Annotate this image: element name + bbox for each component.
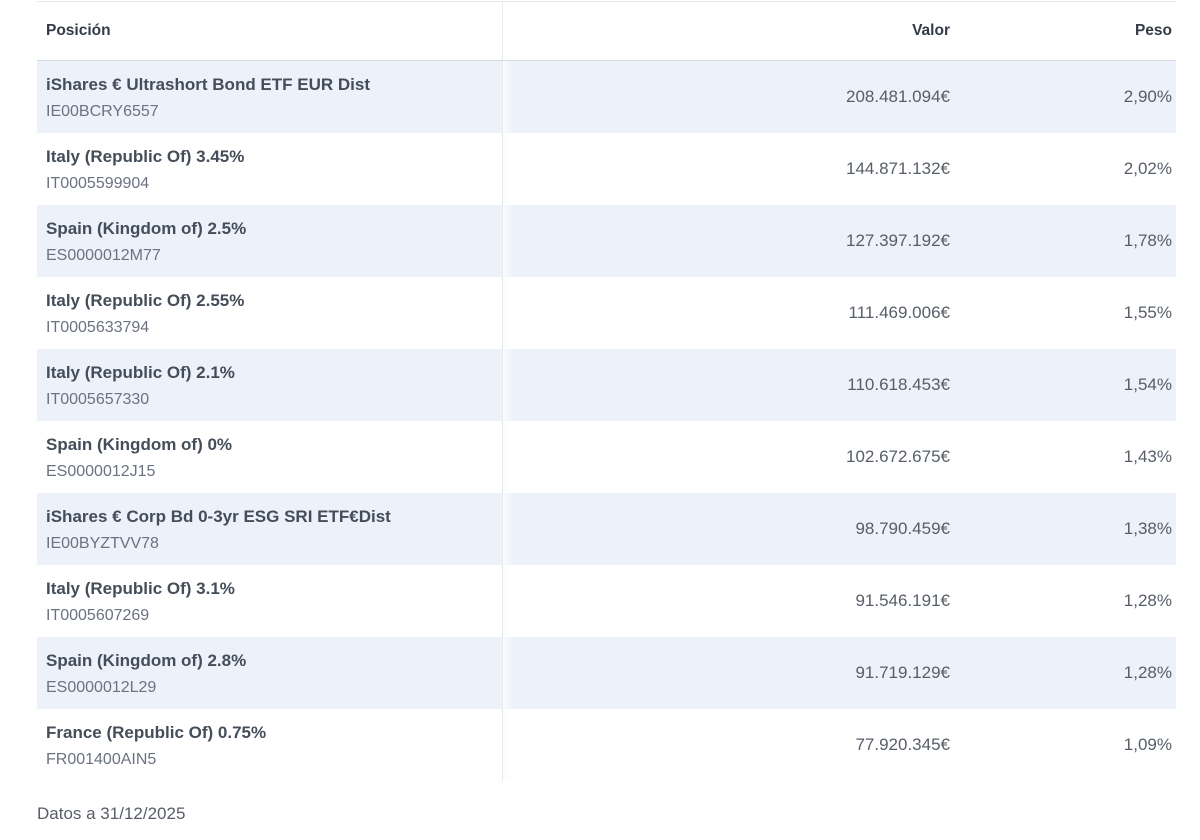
position-isin: ES0000012M77 [46,247,161,264]
position-name: France (Republic Of) 0.75% [46,723,267,742]
value-cell: 91.546.191€ [503,565,950,637]
position-name: iShares € Ultrashort Bond ETF EUR Dist [46,75,370,94]
position-isin: FR001400AIN5 [46,751,157,768]
position-isin: IT0005657330 [46,391,150,408]
position-name: Spain (Kingdom of) 2.5% [46,219,247,238]
position-name: Italy (Republic Of) 3.1% [46,579,235,598]
table-row: Italy (Republic Of) 2.1% IT0005657330 11… [37,349,1176,421]
weight-cell: 1,54% [1123,375,1172,394]
table-row: iShares € Ultrashort Bond ETF EUR Dist I… [37,61,1176,133]
position-name: Spain (Kingdom of) 2.8% [46,651,247,670]
position-cell: Italy (Republic Of) 2.1% IT0005657330 [37,349,503,421]
position-name: Italy (Republic Of) 2.55% [46,291,245,310]
position-isin: IT0005633794 [46,319,150,336]
weight-cell: 1,55% [1123,303,1172,322]
position-name: Italy (Republic Of) 3.45% [46,147,245,166]
table-row: Italy (Republic Of) 2.55% IT0005633794 1… [37,277,1176,349]
value-cell: 208.481.094€ [503,61,950,133]
table-row: France (Republic Of) 0.75% FR001400AIN5 … [37,709,1176,781]
value-cell: 110.618.453€ [503,349,950,421]
weight-cell: 2,02% [1123,159,1172,178]
table-row: Italy (Republic Of) 3.1% IT0005607269 91… [37,565,1176,637]
position-isin: IE00BYZTVV78 [46,535,159,552]
table-row: Spain (Kingdom of) 2.8% ES0000012L29 91.… [37,637,1176,709]
position-isin: ES0000012L29 [46,679,157,696]
position-isin: IT0005599904 [46,175,150,192]
holdings-table: Posición Valor Peso iShares € Ultrashort… [37,1,1176,781]
weight-cell: 1,38% [1123,519,1172,538]
column-header-valor: Valor [912,22,950,39]
position-name: iShares € Corp Bd 0-3yr ESG SRI ETF€Dist [46,507,391,526]
position-cell: Spain (Kingdom of) 0% ES0000012J15 [37,421,503,493]
table-row: iShares € Corp Bd 0-3yr ESG SRI ETF€Dist… [37,493,1176,565]
value-cell: 102.672.675€ [503,421,950,493]
position-cell: Italy (Republic Of) 3.45% IT0005599904 [37,133,503,205]
weight-cell: 1,78% [1123,231,1172,250]
position-cell: iShares € Ultrashort Bond ETF EUR Dist I… [37,61,503,133]
weight-cell: 1,43% [1123,447,1172,466]
position-cell: iShares € Corp Bd 0-3yr ESG SRI ETF€Dist… [37,493,503,565]
value-cell: 144.871.132€ [503,133,950,205]
table-body: iShares € Ultrashort Bond ETF EUR Dist I… [37,61,1176,781]
position-name: Italy (Republic Of) 2.1% [46,363,235,382]
table-row: Spain (Kingdom of) 2.5% ES0000012M77 127… [37,205,1176,277]
weight-cell: 1,09% [1123,735,1172,754]
value-cell: 77.920.345€ [503,709,950,781]
value-cell: 98.790.459€ [503,493,950,565]
position-cell: Italy (Republic Of) 3.1% IT0005607269 [37,565,503,637]
position-cell: Spain (Kingdom of) 2.8% ES0000012L29 [37,637,503,709]
position-isin: IE00BCRY6557 [46,103,159,120]
column-header-peso: Peso [1134,22,1172,39]
column-header-posicion: Posición [37,2,503,60]
table-header-row: Posición Valor Peso [37,2,1176,61]
weight-cell: 2,90% [1123,87,1172,106]
position-name: Spain (Kingdom of) 0% [46,435,233,454]
value-cell: 127.397.192€ [503,205,950,277]
weight-cell: 1,28% [1123,663,1172,682]
position-isin: IT0005607269 [46,607,150,624]
position-cell: Italy (Republic Of) 2.55% IT0005633794 [37,277,503,349]
position-cell: Spain (Kingdom of) 2.5% ES0000012M77 [37,205,503,277]
position-isin: ES0000012J15 [46,463,156,480]
value-cell: 91.719.129€ [503,637,950,709]
weight-cell: 1,28% [1123,591,1172,610]
position-cell: France (Republic Of) 0.75% FR001400AIN5 [37,709,503,781]
table-row: Spain (Kingdom of) 0% ES0000012J15 102.6… [37,421,1176,493]
table-row: Italy (Republic Of) 3.45% IT0005599904 1… [37,133,1176,205]
value-cell: 111.469.006€ [503,277,950,349]
data-date-note: Datos a 31/12/2025 [37,804,186,823]
